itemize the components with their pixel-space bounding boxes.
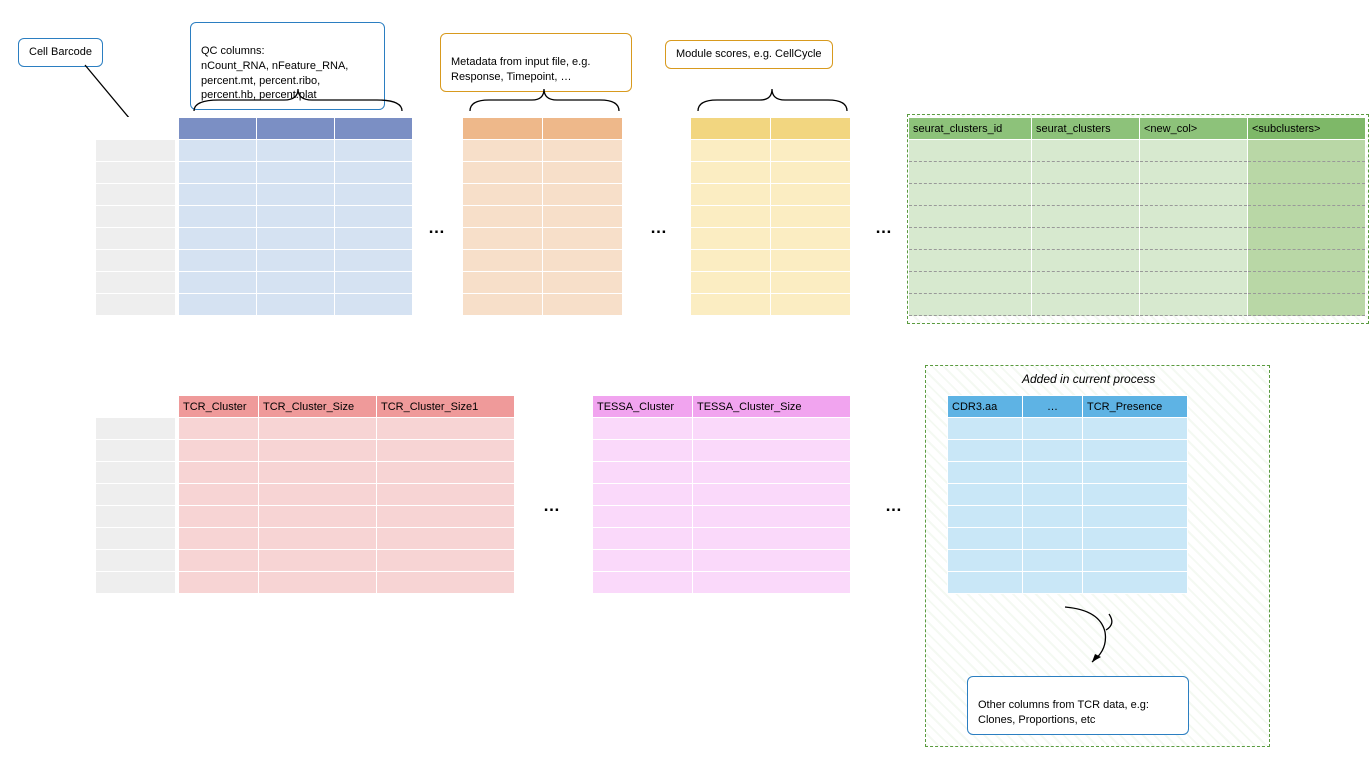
green-h2: seurat_clusters (1036, 123, 1111, 135)
ellipsis-5: … (885, 496, 902, 516)
added-label: Added in current process (1022, 372, 1155, 386)
cdr-h1: CDR3.aa (952, 401, 997, 413)
table-green: seurat_clusters_id seurat_clusters <new_… (908, 117, 1366, 316)
ellipsis-2: … (650, 218, 667, 238)
callout-cell-barcode-text: Cell Barcode (29, 46, 92, 58)
brace-module (695, 86, 850, 116)
tcr-h1: TCR_Cluster (183, 401, 247, 413)
tcr-h3: TCR_Cluster_Size1 (381, 401, 478, 413)
green-h1: seurat_clusters_id (913, 123, 1002, 135)
ellipsis-4: … (543, 496, 560, 516)
green-h4: <subclusters> (1252, 123, 1320, 135)
table-qc (178, 117, 413, 316)
table-tessa: TESSA_Cluster TESSA_Cluster_Size (592, 395, 851, 594)
ellipsis-1: … (428, 218, 445, 238)
callout-other-tcr: Other columns from TCR data, e.g: Clones… (967, 676, 1189, 735)
callout-module-text: Module scores, e.g. CellCycle (676, 48, 822, 60)
tcr-h2: TCR_Cluster_Size (263, 401, 354, 413)
callout-module: Module scores, e.g. CellCycle (665, 40, 833, 69)
green-h3: <new_col> (1144, 123, 1197, 135)
table-cdr: CDR3.aa … TCR_Presence (947, 395, 1188, 594)
table-metadata (462, 117, 623, 316)
table-tcr: TCR_Cluster TCR_Cluster_Size TCR_Cluster… (178, 395, 515, 594)
callout-metadata-text: Metadata from input file, e.g. Response,… (451, 56, 590, 83)
table-row-header-bottom (95, 395, 176, 594)
callout-metadata: Metadata from input file, e.g. Response,… (440, 33, 632, 92)
cdr-h3: TCR_Presence (1087, 401, 1162, 413)
callout-other-tcr-text: Other columns from TCR data, e.g: Clones… (978, 699, 1149, 726)
table-row-header-top (95, 117, 176, 316)
brace-metadata (467, 86, 622, 116)
brace-qc (189, 86, 407, 116)
ellipsis-3: … (875, 218, 892, 238)
tessa-h1: TESSA_Cluster (597, 401, 674, 413)
table-module (690, 117, 851, 316)
arrow-other-tcr (1060, 602, 1140, 672)
tessa-h2: TESSA_Cluster_Size (697, 401, 802, 413)
cdr-h2: … (1047, 401, 1058, 413)
